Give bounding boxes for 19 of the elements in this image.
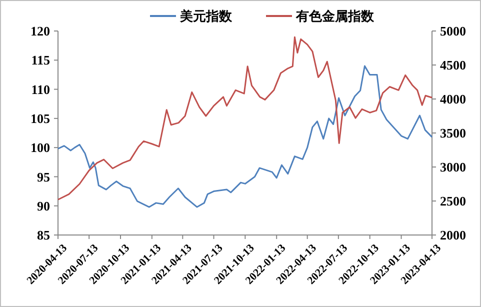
legend-label: 美元指数: [179, 8, 233, 24]
y-tick-label: 100: [30, 140, 50, 156]
y-tick-label: 95: [37, 169, 50, 184]
y-tick-label: 120: [30, 24, 50, 39]
y2-tick-label: 3500: [440, 126, 466, 141]
y2-tick-label: 5000: [440, 24, 466, 39]
line-series: [57, 36, 433, 200]
y2-tick-label: 2000: [440, 228, 466, 243]
legend-label: 有色金属指数: [295, 8, 375, 24]
y-tick-label: 115: [31, 52, 50, 68]
y-tick-label: 90: [37, 198, 50, 214]
y-tick-label: 85: [37, 228, 50, 243]
y-tick-label: 110: [31, 82, 50, 97]
y-tick-label: 105: [30, 110, 50, 126]
y2-tick-label: 3000: [440, 160, 466, 175]
line-series: [57, 65, 433, 208]
y2-tick-label: 4000: [440, 92, 466, 107]
y2-tick-label: 4500: [440, 58, 466, 73]
y2-tick-label: 2500: [440, 194, 466, 209]
